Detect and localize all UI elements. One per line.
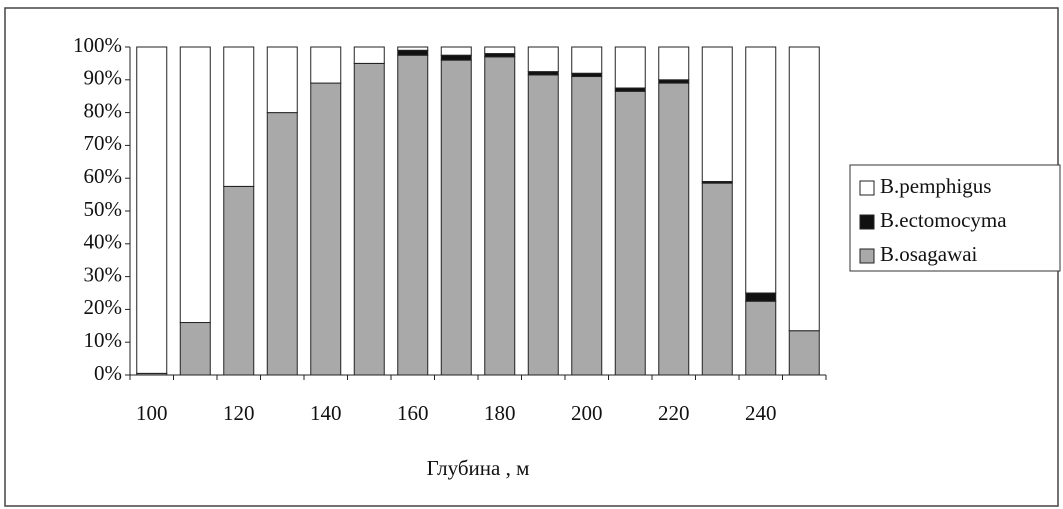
legend-swatch: [859, 248, 875, 264]
y-tick-label: 50%: [84, 197, 123, 221]
legend-swatch: [859, 180, 875, 196]
bar-segment: [614, 90, 646, 376]
bar-segment: [484, 56, 516, 376]
y-tick-label: 90%: [84, 66, 123, 90]
bar-segment: [571, 46, 603, 74]
bar-segment: [701, 46, 733, 182]
bar-segment: [745, 292, 777, 302]
bar-segment: [266, 46, 298, 114]
bar-segment: [397, 49, 429, 56]
legend-label: B.osagawai: [880, 242, 978, 266]
bar-segment: [658, 82, 690, 376]
bar-segment: [745, 46, 777, 294]
bar-segment: [745, 300, 777, 376]
x-tick-label: 100: [136, 401, 168, 425]
bar-segment: [223, 46, 255, 187]
bar-segment: [571, 76, 603, 376]
legend-box: [849, 164, 1061, 272]
y-tick-label: 10%: [84, 328, 123, 352]
x-axis-label: Глубина , м: [427, 456, 530, 480]
bar-segment: [310, 46, 342, 84]
bar-segment: [136, 46, 168, 374]
bar-segment: [788, 46, 820, 332]
bar-segment: [266, 112, 298, 376]
y-tick-label: 80%: [84, 98, 123, 122]
bar-segment: [310, 82, 342, 376]
legend-label: B.ectomocyma: [880, 208, 1007, 232]
bar-segment: [179, 322, 211, 376]
legend-swatch: [859, 214, 875, 230]
bar-segment: [658, 46, 690, 81]
bar-segment: [397, 46, 429, 51]
y-tick-label: 30%: [84, 262, 123, 286]
x-tick-label: 140: [310, 401, 342, 425]
bar-segment: [440, 54, 472, 61]
y-tick-label: 70%: [84, 131, 123, 155]
y-tick-label: 60%: [84, 164, 123, 188]
bar-segment: [353, 46, 385, 64]
bar-segment: [527, 46, 559, 73]
bar-segment: [440, 59, 472, 376]
bar-segment: [353, 62, 385, 376]
bar-segment: [484, 46, 516, 55]
bar-segment: [614, 46, 646, 89]
x-tick-label: 120: [223, 401, 255, 425]
bar-segment: [223, 185, 255, 376]
x-tick-label: 180: [484, 401, 516, 425]
x-tick-label: 200: [571, 401, 603, 425]
bar-segment: [179, 46, 211, 324]
bar-segment: [440, 46, 472, 56]
legend-label: B.pemphigus: [880, 174, 991, 198]
y-tick-label: 40%: [84, 230, 123, 254]
y-tick-label: 20%: [84, 295, 123, 319]
x-tick-label: 240: [745, 401, 777, 425]
x-tick-label: 220: [658, 401, 690, 425]
bar-segment: [788, 330, 820, 376]
bar-segment: [397, 54, 429, 376]
bar-segment: [527, 74, 559, 376]
y-tick-label: 100%: [73, 33, 122, 57]
y-tick-label: 0%: [94, 361, 122, 385]
x-tick-label: 160: [397, 401, 429, 425]
bar-segment: [701, 182, 733, 376]
